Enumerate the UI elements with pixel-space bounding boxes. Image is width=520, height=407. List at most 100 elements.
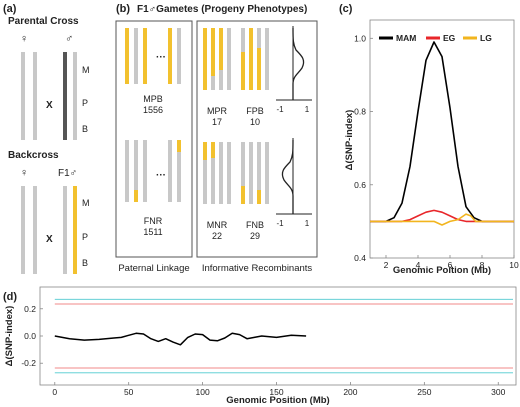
mnr-code: MNR <box>207 220 228 230</box>
chart-d-xtick-label: 50 <box>124 387 134 397</box>
locus-m: M <box>82 65 90 75</box>
panel-d-label: (d) <box>3 291 17 303</box>
chart-d-x-ticks: 0 50 100 150 200 250 300 <box>52 382 506 397</box>
chart-d-ytick-label: -0.2 <box>21 358 36 368</box>
locus-p: P <box>82 98 88 108</box>
fnr-count: 1511 <box>143 227 162 237</box>
chart-d-ytick-label: 0.0 <box>24 331 36 341</box>
legend-label-eg: EG <box>443 33 456 43</box>
chart-c-lines <box>370 41 514 226</box>
chart-d-ylabel: Δ(SNP-index) <box>4 306 15 367</box>
female-symbol: ♀ <box>20 33 28 45</box>
backcross-title: Backcross <box>8 150 59 161</box>
fnr-chromosomes <box>125 140 181 202</box>
chart-c-series-line-mam <box>370 41 514 223</box>
legend-c: MAM EG LG <box>379 33 492 43</box>
panel-a: (a) Parental Cross ♀ ♂ X M P B Backcross… <box>3 3 90 274</box>
panel-c-label: (c) <box>339 3 353 15</box>
parental-cross-title: Parental Cross <box>8 16 79 27</box>
mini-curve-bottom <box>276 138 312 215</box>
chart-d-lines <box>54 298 513 374</box>
chart-c-ytick-label: 0.4 <box>354 253 366 263</box>
chart-d-xtick-label: 250 <box>417 387 431 397</box>
chart-c-frame <box>369 19 515 259</box>
panel-c: (c) MAM EG LG 0.4 0.6 0.8 1.0 2 4 6 8 10 Δ(SNP-… <box>339 3 519 276</box>
f1-chromosome-gray <box>63 186 67 274</box>
fpb-count: 10 <box>250 117 260 127</box>
bc-female-chromosome-1 <box>21 186 25 274</box>
mini-tick-bottom-pos: 1 <box>305 219 310 228</box>
cross-symbol: X <box>46 100 53 111</box>
f1-chromosome-yellow <box>73 186 77 274</box>
bc-female-chromosome-2 <box>33 186 37 274</box>
chart-d-xlabel: Genomic Position (Mb) <box>226 395 329 406</box>
chart-c-xtick-label: 10 <box>509 260 519 270</box>
mpb-code: MPB <box>143 94 163 104</box>
chart-d-xtick-label: 100 <box>196 387 210 397</box>
mpb-count: 1556 <box>143 105 163 115</box>
chart-c-xtick-label: 8 <box>480 260 485 270</box>
mini-tick-bottom-neg: -1 <box>276 219 284 228</box>
mpr-count: 17 <box>212 117 222 127</box>
male-chromosome-dark <box>63 52 67 140</box>
chart-c-ytick-label: 0.8 <box>354 107 366 117</box>
chart-c-x-ticks: 2 4 6 8 10 <box>384 255 519 270</box>
mpr-code: MPR <box>207 106 228 116</box>
chart-c-y-ticks: 0.4 0.6 0.8 1.0 <box>354 33 373 263</box>
female-chromosome-1 <box>21 52 25 140</box>
chart-d-y-ticks: -0.2 0.0 0.2 <box>21 304 43 368</box>
ellipsis-top: ··· <box>156 52 166 63</box>
f1-male-label: F1♂ <box>58 168 77 179</box>
mini-curve-top <box>276 26 312 101</box>
panel-b-label: (b) <box>116 3 130 15</box>
mnr-chromosomes <box>203 142 231 204</box>
chart-c-ytick-label: 1.0 <box>354 33 366 43</box>
cross-symbol-2: X <box>46 234 53 245</box>
male-chromosome-gray <box>73 52 77 140</box>
mpr-chromosomes <box>203 28 231 90</box>
fnb-chromosomes <box>241 142 269 204</box>
chart-c-series-line-lg <box>370 213 514 226</box>
chart-d-xtick-label: 300 <box>491 387 505 397</box>
locus-p-2: P <box>82 232 88 242</box>
legend-label-mam: MAM <box>396 33 416 43</box>
fpb-code: FPB <box>246 106 264 116</box>
chart-d-frame <box>39 286 517 386</box>
fnb-count: 29 <box>250 231 260 241</box>
locus-b-2: B <box>82 258 88 268</box>
mini-tick-top-neg: -1 <box>276 105 284 114</box>
panel-d: (d) -0.2 0.0 0.2 0 50 100 150 200 250 300 Δ(SNP-… <box>3 286 517 406</box>
male-symbol: ♂ <box>65 33 73 45</box>
chart-d-xtick-label: 200 <box>343 387 357 397</box>
chart-d-xtick-label: 150 <box>269 387 283 397</box>
panel-b: (b) F1♂Gametes (Progeny Phenotypes) ··· … <box>115 3 318 274</box>
chart-c-xlabel: Genomic Poition (Mb) <box>393 265 491 276</box>
chart-d-xtick-label: 0 <box>52 387 57 397</box>
mnr-count: 22 <box>212 231 222 241</box>
chart-c-ylabel: Δ(SNP-index) <box>344 110 355 171</box>
locus-m-2: M <box>82 198 90 208</box>
mini-tick-top-pos: 1 <box>305 105 310 114</box>
ellipsis-bottom: ··· <box>156 170 166 181</box>
chart-c-series-line-eg <box>370 209 514 223</box>
chart-d-series-line-0 <box>54 332 307 346</box>
chart-c-xtick-label: 6 <box>448 260 453 270</box>
paternal-linkage-footer: Paternal Linkage <box>118 263 189 274</box>
fpb-chromosomes <box>241 28 269 90</box>
mpb-chromosomes <box>125 28 181 84</box>
chart-c-xtick-label: 2 <box>384 260 389 270</box>
legend-label-lg: LG <box>480 33 492 43</box>
female-symbol-2: ♀ <box>20 167 28 179</box>
fnb-code: FNB <box>246 220 264 230</box>
female-chromosome-2 <box>33 52 37 140</box>
recombinants-footer: Informative Recombinants <box>202 263 313 274</box>
panel-b-title: F1♂Gametes (Progeny Phenotypes) <box>137 4 307 15</box>
fnr-code: FNR <box>144 216 163 226</box>
chart-c-xtick-label: 4 <box>416 260 421 270</box>
panel-a-label: (a) <box>3 3 17 15</box>
recombinants-box <box>196 20 318 258</box>
chart-d-ytick-label: 0.2 <box>24 304 36 314</box>
locus-b: B <box>82 124 88 134</box>
paternal-linkage-box <box>115 20 193 258</box>
